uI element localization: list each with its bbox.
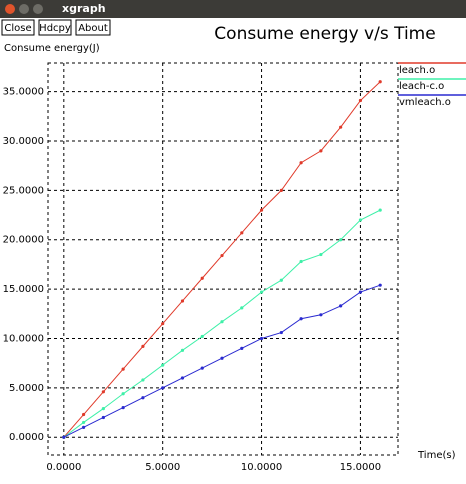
data-point	[358, 290, 363, 294]
window-title: xgraph	[62, 2, 106, 15]
data-point	[161, 363, 165, 367]
data-point	[220, 356, 224, 360]
title-bar	[0, 0, 466, 18]
button[interactable]	[38, 19, 72, 36]
data-point	[279, 278, 283, 282]
y-tick-label: 15.0000	[3, 284, 44, 295]
data-point	[220, 320, 224, 324]
legend-label: leach-c.o	[399, 81, 444, 92]
data-point	[299, 259, 303, 264]
data-point	[62, 435, 66, 439]
data-point	[81, 425, 86, 429]
x-tick-label: 5.0000	[145, 462, 180, 473]
data-point	[141, 396, 145, 400]
data-point	[200, 276, 204, 280]
y-tick-label: 10.0000	[3, 333, 44, 344]
close-icon[interactable]	[5, 4, 15, 14]
data-point	[200, 366, 204, 370]
button-label[interactable]: Hdcpy	[39, 23, 71, 34]
data-point	[141, 344, 145, 348]
data-point	[101, 406, 105, 411]
y-tick-label: 20.0000	[3, 235, 44, 246]
data-point	[279, 188, 283, 192]
plot-frame	[47, 62, 399, 456]
x-axis-label: Time(s)	[417, 450, 456, 461]
x-tick-label: 15.0000	[340, 462, 381, 473]
y-tick-label: 35.0000	[3, 87, 44, 98]
data-point	[121, 367, 125, 371]
data-point	[81, 420, 86, 425]
chart-title: Consume energy v/s Time	[214, 24, 435, 44]
data-point	[339, 125, 343, 129]
button[interactable]	[75, 19, 111, 36]
maximize-icon[interactable]	[33, 4, 43, 14]
data-point	[161, 322, 165, 326]
data-point	[121, 406, 125, 410]
button[interactable]	[1, 19, 35, 36]
data-point	[358, 98, 363, 103]
data-point	[319, 149, 323, 153]
data-point	[161, 386, 165, 390]
data-point	[180, 348, 185, 352]
data-point	[378, 80, 382, 84]
data-point	[319, 313, 323, 317]
data-point	[180, 299, 185, 303]
data-point	[259, 290, 264, 294]
data-point	[339, 304, 343, 308]
data-point	[101, 415, 105, 420]
data-point	[299, 161, 303, 165]
data-point	[240, 306, 244, 310]
x-tick-label: 10.0000	[241, 462, 282, 473]
data-point	[339, 238, 343, 242]
minimize-icon[interactable]	[19, 4, 29, 14]
data-point	[220, 253, 224, 258]
legend-label: leach.o	[399, 65, 435, 76]
button-label[interactable]: About	[78, 23, 108, 34]
y-axis-label: Consume energy(J)	[4, 43, 100, 54]
data-point	[240, 346, 244, 350]
y-tick-label: 25.0000	[3, 185, 44, 196]
button-label[interactable]: Close	[4, 23, 31, 34]
data-point	[180, 376, 185, 380]
data-point	[81, 412, 86, 417]
data-point	[358, 218, 363, 222]
legend-label: vmleach.o	[399, 97, 451, 108]
y-tick-label: 30.0000	[3, 136, 44, 147]
data-point	[259, 336, 264, 341]
data-point	[141, 378, 145, 382]
data-point	[101, 390, 105, 394]
data-point	[279, 330, 283, 335]
data-point	[259, 208, 264, 212]
data-point	[121, 392, 125, 396]
y-tick-label: 0.0000	[9, 432, 44, 443]
data-point	[299, 317, 303, 321]
data-point	[240, 231, 244, 235]
data-point	[319, 252, 323, 257]
data-point	[378, 283, 382, 287]
data-point	[378, 208, 382, 212]
x-tick-label: 0.0000	[46, 462, 81, 473]
y-tick-label: 5.0000	[9, 383, 44, 394]
data-point	[200, 334, 204, 339]
